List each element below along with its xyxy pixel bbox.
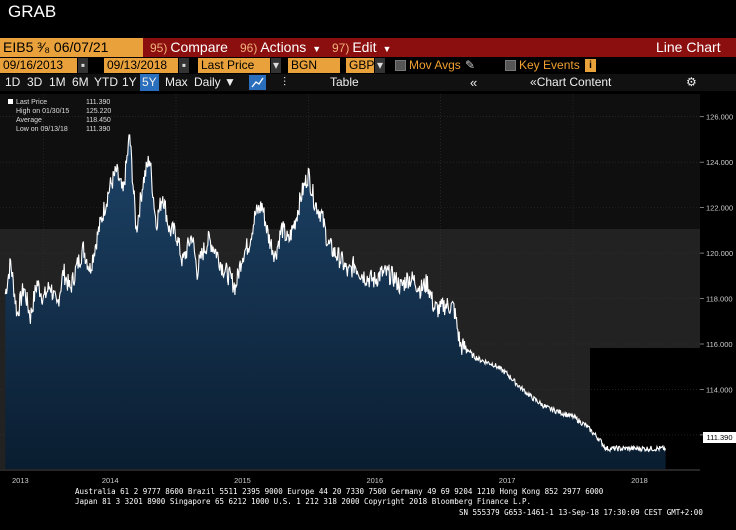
legend-row-low: Low on 09/13/18 111.390 xyxy=(8,125,110,134)
y-tick-label: 120.000 xyxy=(706,249,733,258)
legend-row-last: Last Price 111.390 xyxy=(8,98,110,107)
range-1y[interactable]: 1Y xyxy=(122,75,137,89)
calendar-icon[interactable]: ▪ xyxy=(78,58,88,73)
last-value-tag: 111.390 xyxy=(703,432,736,443)
legend-value: 118.450 xyxy=(86,117,111,124)
legend-value: 111.390 xyxy=(86,126,111,133)
compare-button[interactable]: 95) Compare xyxy=(150,38,228,57)
actions-number: 96) xyxy=(240,41,258,55)
range-5y[interactable]: 5Y xyxy=(140,74,159,91)
legend-label: Low on 09/13/18 xyxy=(16,126,68,133)
pencil-icon[interactable]: ✎ xyxy=(465,58,476,72)
mov-avgs-checkbox[interactable] xyxy=(395,60,406,71)
price-area xyxy=(5,134,666,469)
footer-session: SN 555379 G653-1461-1 13-Sep-18 17:30:09… xyxy=(459,508,703,517)
actions-button[interactable]: 96) Actions ▼ xyxy=(240,38,321,57)
y-tick-label: 114.000 xyxy=(706,385,733,394)
currency-select[interactable]: GBP xyxy=(346,58,374,73)
y-tick-label: 126.000 xyxy=(706,113,733,122)
x-tick-label: 2013 xyxy=(12,476,29,485)
chart-type-label: Line Chart xyxy=(656,39,721,55)
range-3d[interactable]: 3D xyxy=(27,75,43,89)
edit-label: Edit xyxy=(352,39,377,55)
end-date-field[interactable]: 09/13/2018 xyxy=(104,58,178,73)
chart-content-label: Chart Content xyxy=(536,75,612,89)
range-bar xyxy=(0,74,736,91)
legend-value: 111.390 xyxy=(86,99,111,106)
actions-label: Actions xyxy=(260,39,307,55)
x-tick-label: 2018 xyxy=(631,476,648,485)
price-field-select[interactable]: Last Price xyxy=(198,58,270,73)
edit-button[interactable]: 97) Edit ▼ xyxy=(332,38,391,57)
y-tick-label: 118.000 xyxy=(706,295,733,304)
line-chart-icon[interactable] xyxy=(249,75,266,90)
legend-row-high: High on 01/30/15 125.220 xyxy=(8,107,111,116)
dropdown-icon[interactable]: ▾ xyxy=(375,58,385,73)
chart-content-button[interactable]: «Chart Content xyxy=(530,74,611,91)
key-events-label: Key Events xyxy=(519,58,580,72)
bar-chart-icon[interactable]: ⫶ xyxy=(283,75,287,89)
x-tick-label: 2014 xyxy=(102,476,119,485)
y-tick-label: 124.000 xyxy=(706,158,733,167)
price-line xyxy=(4,134,667,453)
range-6m[interactable]: 6M xyxy=(72,75,89,89)
x-tick-label: 2016 xyxy=(366,476,383,485)
range-1m[interactable]: 1M xyxy=(49,75,66,89)
footer-phones-1: Australia 61 2 9777 8600 Brazil 5511 239… xyxy=(75,487,604,496)
legend-label: Average xyxy=(16,117,42,124)
caret-down-icon: ▼ xyxy=(312,44,322,54)
window-title: GRAB xyxy=(8,2,57,21)
key-events-checkbox[interactable] xyxy=(505,60,516,71)
mov-avgs-label: Mov Avgs xyxy=(409,58,461,72)
collapse-left-icon[interactable]: « xyxy=(470,75,478,90)
edit-number: 97) xyxy=(332,41,350,55)
y-tick-label: 122.000 xyxy=(706,204,733,213)
range-1d[interactable]: 1D xyxy=(5,75,21,89)
legend-swatch xyxy=(8,99,13,104)
y-tick-label: 116.000 xyxy=(706,340,733,349)
table-button[interactable]: Table xyxy=(330,75,359,89)
compare-label: Compare xyxy=(170,39,228,55)
calendar-icon[interactable]: ▪ xyxy=(179,58,189,73)
legend-label: High on 01/30/15 xyxy=(16,108,70,115)
caret-down-icon: ▼ xyxy=(382,44,392,54)
security-field[interactable]: EIB5 ³⁄₈ 06/07/21 xyxy=(0,38,143,57)
legend-value: 125.220 xyxy=(86,108,112,115)
start-date-field[interactable]: 09/16/2013 xyxy=(0,58,77,73)
x-tick-label: 2015 xyxy=(234,476,251,485)
pricing-source-field[interactable]: BGN xyxy=(288,58,340,73)
expand-icon: « xyxy=(530,75,537,89)
range-ytd[interactable]: YTD xyxy=(94,75,118,89)
legend-row-average: Average 118.450 xyxy=(8,116,111,125)
compare-number: 95) xyxy=(150,41,168,55)
frequency-select[interactable]: Daily ▼ xyxy=(194,75,236,89)
legend: Last Price 111.390 High on 01/30/15 125.… xyxy=(8,98,111,134)
info-icon[interactable]: i xyxy=(585,59,596,72)
toolbar xyxy=(0,38,736,57)
legend-label: Last Price xyxy=(16,99,48,106)
dropdown-icon[interactable]: ▾ xyxy=(271,58,281,73)
x-tick-label: 2017 xyxy=(499,476,516,485)
range-max[interactable]: Max xyxy=(165,75,188,89)
gear-icon[interactable]: ⚙ xyxy=(686,75,697,89)
footer-phones-2: Japan 81 3 3201 8900 Singapore 65 6212 1… xyxy=(75,497,532,506)
